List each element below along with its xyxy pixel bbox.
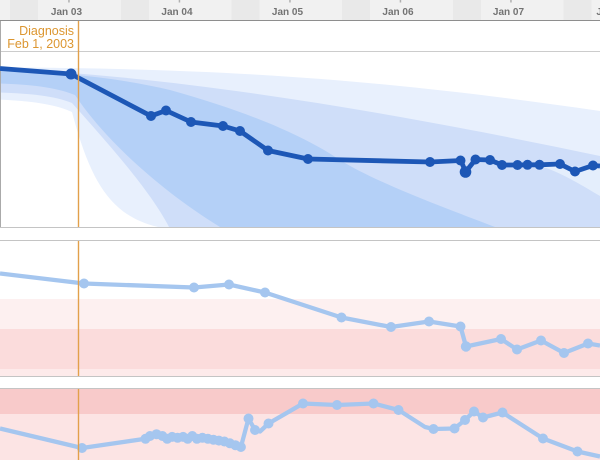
svg-text:Jan 05: Jan 05 [272, 7, 304, 18]
svg-text:Jan 03: Jan 03 [51, 7, 83, 18]
svg-text:Diagnosis: Diagnosis [19, 24, 74, 38]
svg-text:Jan 08: Jan 08 [596, 7, 600, 18]
svg-text:Jan 04: Jan 04 [161, 7, 193, 18]
svg-text:Jan 07: Jan 07 [493, 7, 525, 18]
svg-text:Jan 06: Jan 06 [382, 7, 414, 18]
svg-text:Feb 1, 2003: Feb 1, 2003 [7, 37, 74, 51]
